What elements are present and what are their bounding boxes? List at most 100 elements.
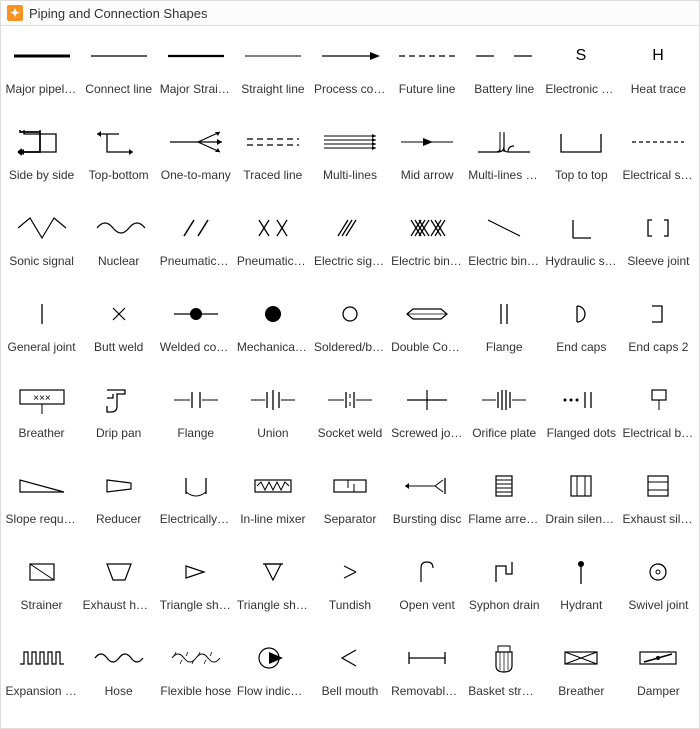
shape-reducer[interactable]: Reducer	[80, 462, 157, 546]
shape-battery-line[interactable]: Battery line	[466, 32, 543, 116]
flexible-hose-icon	[163, 638, 229, 678]
shape-double-c[interactable]: Double Containment	[389, 290, 466, 374]
pneumatic-1-icon	[163, 208, 229, 248]
shape-open-vent[interactable]: Open vent	[389, 548, 466, 632]
open-vent-icon	[394, 552, 460, 592]
shape-breather[interactable]: ×××Breather	[3, 376, 80, 460]
shape-end-caps[interactable]: End caps	[543, 290, 620, 374]
shape-label: Butt weld	[83, 340, 155, 354]
shape-label: End caps	[545, 340, 617, 354]
shape-electrically[interactable]: Electrically bonded	[157, 462, 234, 546]
shape-nuclear[interactable]: Nuclear	[80, 204, 157, 288]
bell-mouth-icon	[317, 638, 383, 678]
shape-breather-2[interactable]: Breather	[543, 634, 620, 718]
heat-trace-icon: H	[625, 36, 691, 76]
shape-soldered[interactable]: Soldered/brazed	[311, 290, 388, 374]
shape-end-caps-2[interactable]: End caps 2	[620, 290, 697, 374]
tundish-icon	[317, 552, 383, 592]
orifice-plate-icon	[471, 380, 537, 420]
shape-swivel-joint[interactable]: Swivel joint	[620, 548, 697, 632]
shape-removable[interactable]: Removable spool	[389, 634, 466, 718]
shape-connect-line[interactable]: Connect line	[80, 32, 157, 116]
shape-hydrant[interactable]: Hydrant	[543, 548, 620, 632]
shape-bursting[interactable]: Bursting disc	[389, 462, 466, 546]
shape-union[interactable]: Union	[234, 376, 311, 460]
syphon-drain-icon	[471, 552, 537, 592]
multi-lines-mid-icon	[471, 122, 537, 162]
breather-icon: ×××	[9, 380, 75, 420]
svg-text:S: S	[576, 47, 587, 64]
shape-label: Electrical signal	[622, 168, 694, 182]
shape-slope-req[interactable]: Slope required	[3, 462, 80, 546]
mechanical-icon	[240, 294, 306, 334]
shape-butt-weld[interactable]: Butt weld	[80, 290, 157, 374]
shape-heat-trace[interactable]: HHeat trace	[620, 32, 697, 116]
shape-sonic-signal[interactable]: Sonic signal	[3, 204, 80, 288]
shape-straight-line[interactable]: Straight line	[234, 32, 311, 116]
shape-drain-silencer[interactable]: Drain silencer	[543, 462, 620, 546]
shape-flanged-dots[interactable]: Flanged dots	[543, 376, 620, 460]
shape-exhaust-silencer[interactable]: Exhaust silencer	[620, 462, 697, 546]
shape-orifice-plate[interactable]: Orifice plate	[466, 376, 543, 460]
traced-line-icon	[240, 122, 306, 162]
shape-major-straight[interactable]: Major Straight	[157, 32, 234, 116]
shape-label: Electrically bonded	[160, 512, 232, 526]
separator-icon	[317, 466, 383, 506]
shape-screwed[interactable]: Screwed joint	[389, 376, 466, 460]
shape-flow-indicator[interactable]: Flow indicator	[234, 634, 311, 718]
panel-header: ✦ Piping and Connection Shapes	[1, 1, 699, 26]
general-joint-icon	[9, 294, 75, 334]
shape-electrical-bond[interactable]: Electrical bond	[620, 376, 697, 460]
end-caps-icon	[548, 294, 614, 334]
shape-mid-arrow[interactable]: Mid arrow	[389, 118, 466, 202]
shape-damper[interactable]: Damper	[620, 634, 697, 718]
shape-electronic-s[interactable]: SElectronic signal	[543, 32, 620, 116]
shape-electric-signal[interactable]: Electric signal	[311, 204, 388, 288]
shape-label: Pneumatic binary	[237, 254, 309, 268]
shape-process-conn[interactable]: Process connection	[311, 32, 388, 116]
shape-bell-mouth[interactable]: Bell mouth	[311, 634, 388, 718]
shape-drip-pan[interactable]: Drip pan	[80, 376, 157, 460]
shape-basket-strainer[interactable]: Basket strainer	[466, 634, 543, 718]
shape-top-bottom[interactable]: Top-bottom	[80, 118, 157, 202]
shape-syphon-drain[interactable]: Syphon drain	[466, 548, 543, 632]
shape-general-joint[interactable]: General joint	[3, 290, 80, 374]
shape-electric-binary2[interactable]: Electric binary 2	[466, 204, 543, 288]
shape-strainer[interactable]: Strainer	[3, 548, 80, 632]
shape-traced-line[interactable]: Traced line	[234, 118, 311, 202]
shape-pneumatic-2[interactable]: Pneumatic binary	[234, 204, 311, 288]
shape-welded-conn[interactable]: Welded connection	[157, 290, 234, 374]
shape-inline-mixer[interactable]: In-line mixer	[234, 462, 311, 546]
shape-top-to-top[interactable]: Top to top	[543, 118, 620, 202]
shape-triangle-s2[interactable]: Triangle shape 2	[234, 548, 311, 632]
shape-multi-lines-mid[interactable]: Multi-lines mid	[466, 118, 543, 202]
shape-side-by-side[interactable]: Side by side	[3, 118, 80, 202]
union-icon	[240, 380, 306, 420]
shape-one-to-many[interactable]: One-to-many	[157, 118, 234, 202]
shape-triangle-s1[interactable]: Triangle shape	[157, 548, 234, 632]
shape-expansion[interactable]: Expansion joint	[3, 634, 80, 718]
shape-pneumatic-1[interactable]: Pneumatic signal	[157, 204, 234, 288]
shape-label: Double Containment	[391, 340, 463, 354]
shape-tundish[interactable]: Tundish	[311, 548, 388, 632]
shape-flexible-hose[interactable]: Flexible hose	[157, 634, 234, 718]
shape-exhaust-head[interactable]: Exhaust head	[80, 548, 157, 632]
shape-multi-lines[interactable]: Multi-lines	[311, 118, 388, 202]
shape-electric-binary[interactable]: Electric binary	[389, 204, 466, 288]
shape-flame-arrester[interactable]: Flame arrester	[466, 462, 543, 546]
shape-mechanical[interactable]: Mechanical connection	[234, 290, 311, 374]
shape-hydraulic[interactable]: Hydraulic signal	[543, 204, 620, 288]
shape-electrical-dash[interactable]: Electrical signal	[620, 118, 697, 202]
shape-major-pipeline[interactable]: Major pipeline	[3, 32, 80, 116]
exhaust-head-icon	[86, 552, 152, 592]
one-to-many-icon	[163, 122, 229, 162]
shape-flange-2[interactable]: Flange	[157, 376, 234, 460]
shape-separator[interactable]: Separator	[311, 462, 388, 546]
shape-flange[interactable]: Flange	[466, 290, 543, 374]
shape-socket-weld[interactable]: Socket weld	[311, 376, 388, 460]
shape-label: In-line mixer	[237, 512, 309, 526]
shape-hose[interactable]: Hose	[80, 634, 157, 718]
shape-label: Slope required	[6, 512, 78, 526]
shape-sleeve-joint[interactable]: Sleeve joint	[620, 204, 697, 288]
shape-future-line[interactable]: Future line	[389, 32, 466, 116]
